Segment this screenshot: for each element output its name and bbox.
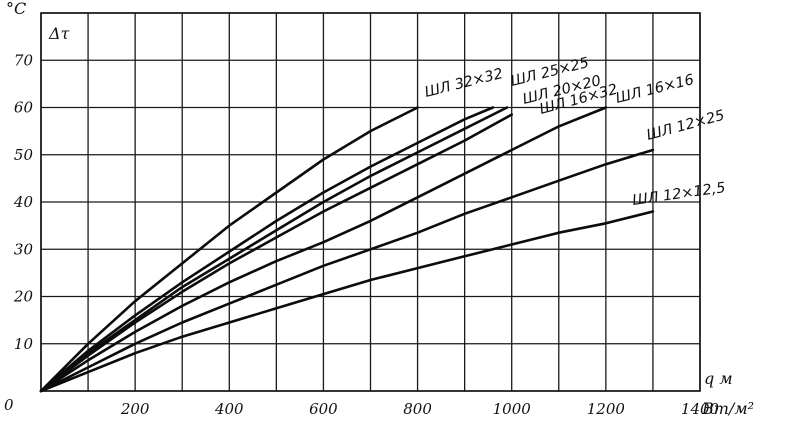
y-tick-label: 20 [13,288,34,306]
y-tick-label: 10 [14,335,34,353]
x-unit-label: Вт/м² [701,399,754,418]
series-curve [39,106,495,393]
plot-frame [40,12,701,392]
series-curves [39,106,655,393]
y-tick-label: 60 [14,99,34,117]
y-unit-label: °C [6,0,26,18]
x-axis-label: q м [704,369,733,388]
series-curve [39,148,655,393]
x-tick-label: 600 [309,400,338,418]
x-tick-label: 800 [403,400,432,418]
series-curve [39,210,655,393]
series-label: ШЛ 16×16 [614,72,696,107]
x-tick-label: 1000 [493,400,532,418]
series-curve [39,113,513,393]
series-curve [39,106,509,393]
y-tick-label: 50 [14,146,34,164]
x-tick-label: 1200 [587,400,626,418]
tick-labels: 0 200 400 600 800 1000 1200 1400 10 20 30 40 50 60 70 [4,51,720,418]
series-curve [39,106,608,393]
series-label: ШЛ 32×32 [423,66,505,101]
series-label: ШЛ 12×12,5 [631,180,726,209]
series-curve [39,106,419,393]
y-tick-label: 30 [14,240,34,258]
x-tick-label: 400 [214,400,244,418]
grid [40,12,701,392]
y-tick-label: 40 [13,193,34,211]
x-tick-label: 0 [4,396,14,414]
x-tick-label: 1400 [681,400,720,418]
x-tick-label: 200 [120,400,150,418]
series-label: ШЛ 12×25 [645,108,726,144]
y-axis-label: Δτ [48,24,71,43]
y-tick-label: 70 [14,51,34,69]
